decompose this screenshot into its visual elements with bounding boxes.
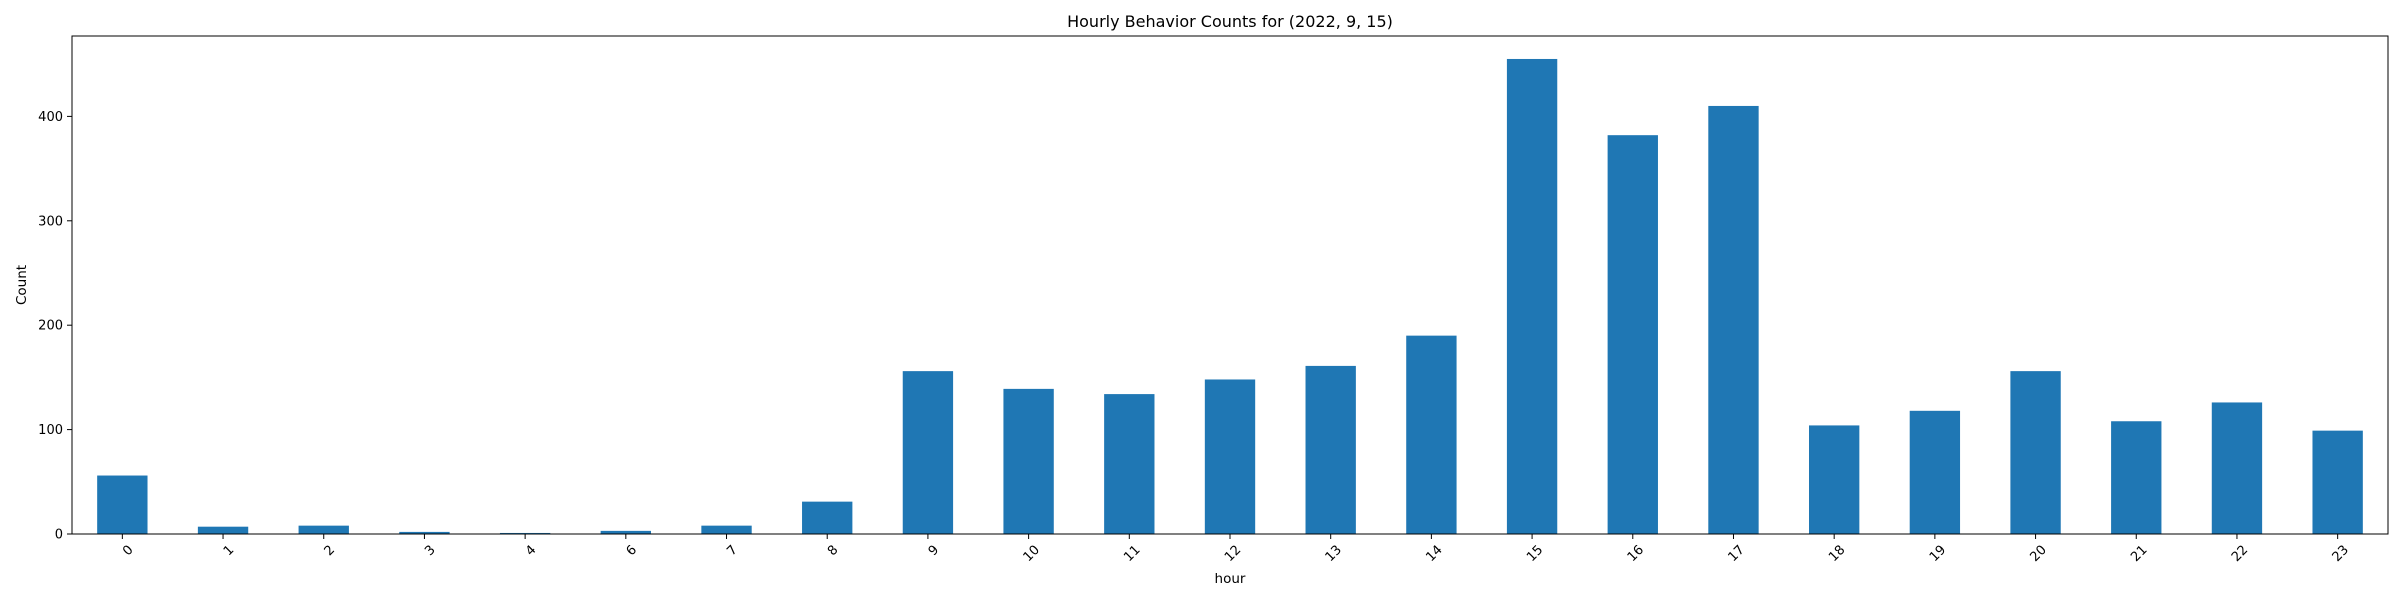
y-tick-label: 200 bbox=[38, 319, 63, 334]
x-tick-label: 17 bbox=[1725, 543, 1747, 565]
y-axis-label: Count bbox=[14, 265, 30, 305]
x-tick-label: 2 bbox=[322, 543, 338, 559]
bar-hour-16 bbox=[1607, 135, 1658, 534]
bar-hour-14 bbox=[1406, 335, 1457, 534]
bar-hour-4 bbox=[499, 532, 551, 534]
bar-hour-18 bbox=[1809, 425, 1860, 534]
x-tick-label: 14 bbox=[1423, 543, 1445, 565]
x-tick-label: 23 bbox=[2330, 543, 2352, 565]
x-tick-label: 19 bbox=[1927, 543, 1949, 565]
bar-hour-20 bbox=[2010, 371, 2061, 534]
bar-hour-10 bbox=[1003, 388, 1054, 534]
x-tick-label: 12 bbox=[1222, 543, 1244, 565]
bar-hour-22 bbox=[2211, 402, 2263, 534]
x-tick-label: 7 bbox=[724, 543, 740, 559]
x-tick-label: 6 bbox=[624, 543, 640, 559]
bar-hour-15 bbox=[1506, 58, 1558, 534]
x-tick-label: 15 bbox=[1524, 543, 1546, 565]
y-tick-label: 400 bbox=[38, 110, 63, 125]
bar-hour-11 bbox=[1104, 394, 1155, 534]
bars-layer bbox=[97, 58, 2363, 534]
x-axis-label: hour bbox=[1215, 571, 1246, 587]
chart-title: Hourly Behavior Counts for (2022, 9, 15) bbox=[1067, 12, 1393, 31]
bar-hour-0 bbox=[97, 475, 148, 534]
bar-hour-19 bbox=[1909, 410, 1961, 534]
x-tick-label: 22 bbox=[2229, 543, 2251, 565]
bar-hour-17 bbox=[1708, 105, 1759, 534]
y-tick-label: 100 bbox=[38, 423, 63, 438]
bar-hour-13 bbox=[1305, 365, 1356, 534]
bar-hour-23 bbox=[2312, 430, 2363, 534]
y-tick-label: 300 bbox=[38, 214, 63, 229]
bar-hour-3 bbox=[399, 531, 450, 534]
y-tick-label: 0 bbox=[55, 528, 63, 543]
bar-hour-2 bbox=[298, 525, 349, 534]
bar-hour-1 bbox=[197, 526, 249, 534]
bar-hour-12 bbox=[1204, 379, 1256, 534]
bar-hour-8 bbox=[802, 501, 853, 534]
x-tick-label: 13 bbox=[1323, 543, 1345, 565]
x-tick-label: 16 bbox=[1625, 543, 1647, 565]
bar-hour-6 bbox=[600, 530, 651, 534]
x-tick-label: 18 bbox=[1826, 543, 1848, 565]
x-tick-label: 9 bbox=[926, 543, 942, 559]
bar-hour-21 bbox=[2111, 421, 2162, 534]
x-tick-label: 0 bbox=[120, 543, 136, 559]
y-axis: 0 100 200 300 400 bbox=[38, 110, 72, 543]
x-tick-label: 4 bbox=[523, 543, 539, 559]
x-tick-label: 8 bbox=[825, 543, 841, 559]
x-tick-label: 20 bbox=[2028, 543, 2050, 565]
bar-hour-9 bbox=[902, 371, 954, 534]
bar-hour-7 bbox=[701, 525, 752, 534]
x-tick-label: 21 bbox=[2128, 543, 2150, 565]
x-tick-label: 10 bbox=[1021, 543, 1043, 565]
x-tick-label: 11 bbox=[1121, 543, 1143, 565]
x-axis: 0 1 2 3 4 6 7 8 9 10 11 12 13 14 15 16 17 18 19 20 21 22 23 bbox=[120, 534, 2352, 565]
x-tick-label: 3 bbox=[422, 543, 438, 559]
x-tick-label: 1 bbox=[221, 543, 237, 559]
